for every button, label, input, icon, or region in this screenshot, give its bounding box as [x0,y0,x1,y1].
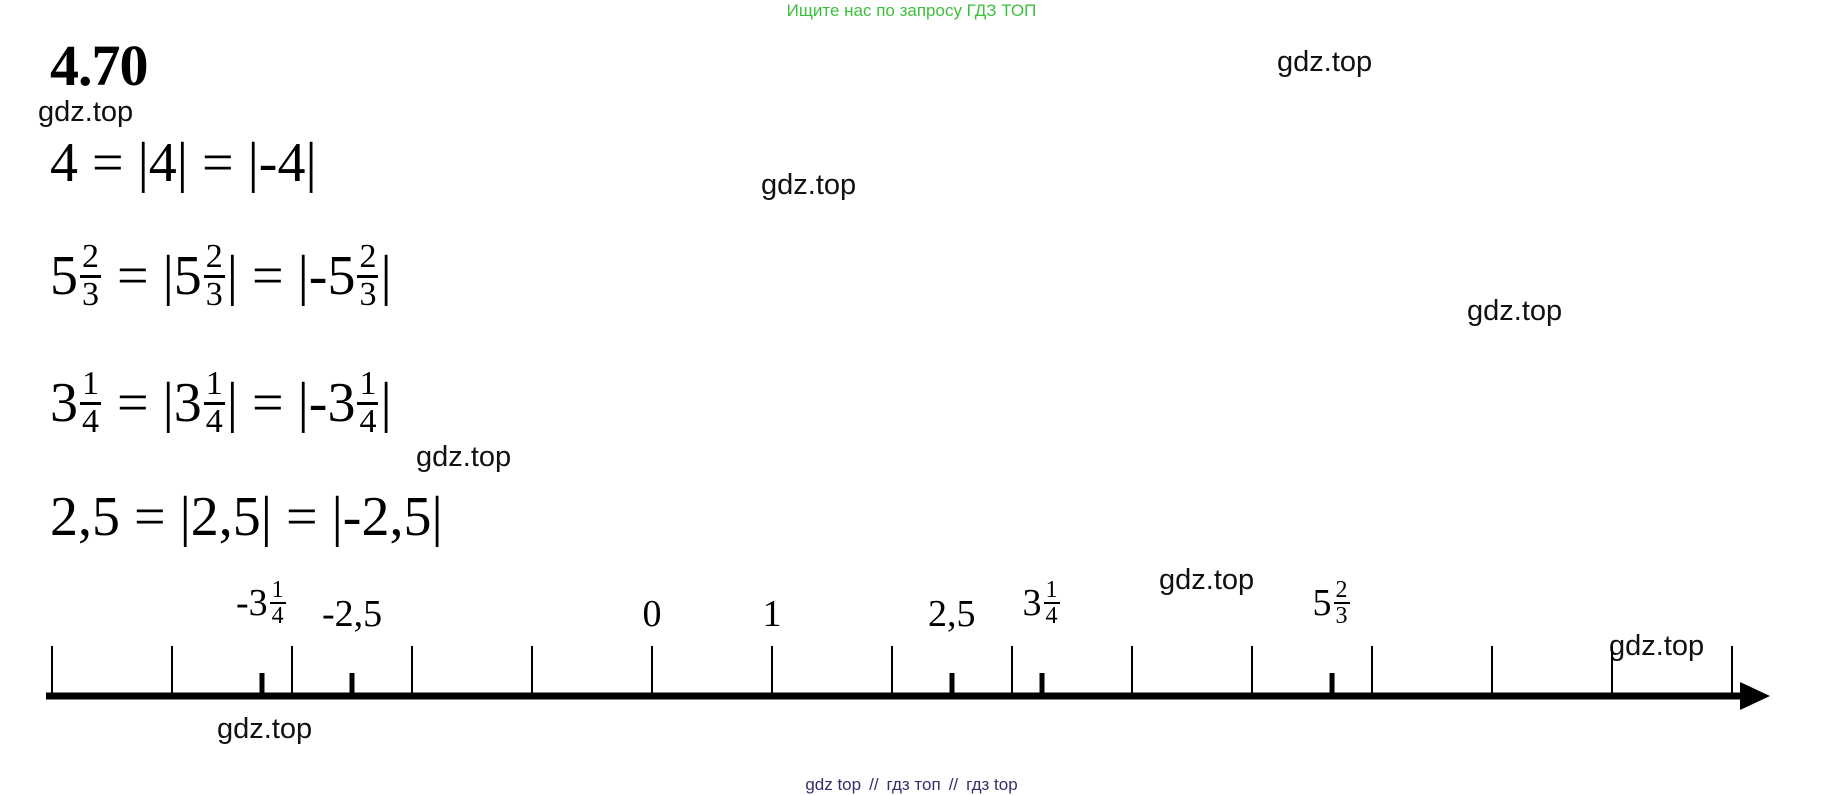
fraction-denominator: 4 [271,603,284,630]
point-label-text: -2,5 [322,593,383,635]
equation-text: 5 [50,245,78,307]
watermark: gdz.top [1277,46,1373,78]
point-label-text: 3 [1022,582,1042,625]
footer-links: gdz top // гдз топ // гдз top [0,775,1823,795]
point-label: 0 [643,592,662,636]
watermark: gdz.top [416,441,512,473]
fraction-numerator: 2 [1333,577,1350,605]
watermark: gdz.top [1467,295,1563,327]
fraction-numerator: 1 [1043,577,1060,605]
watermark: gdz.top [217,713,313,745]
point-label-text: 1 [762,593,782,635]
fraction-denominator: 4 [82,402,99,440]
watermark: gdz.top [38,96,134,128]
footer-link[interactable]: gdz top [805,775,862,794]
equation-row: 2,5 = |2,5| = |-2,5| [50,489,443,545]
equation-text: | [380,245,392,307]
fraction-numerator: 2 [203,239,225,278]
footer-separator: // [948,775,959,794]
top-banner: Ищите нас по запросу ГДЗ ТОП [786,1,1037,20]
fraction-denominator: 4 [205,402,223,440]
fraction-numerator: 1 [203,366,225,405]
point-label-text: 5 [1312,582,1332,625]
watermark: gdz.top [1609,630,1705,662]
fraction-numerator: 1 [357,366,379,405]
footer-link[interactable]: гдз топ [886,775,941,794]
equation-text: 4 = |4| = |-4| [50,132,317,194]
fraction-numerator: 1 [269,577,286,605]
point-label-text: 0 [642,593,662,635]
number-line-arrow [1740,682,1770,710]
fraction-numerator: 1 [80,366,101,405]
fraction-numerator: 2 [80,239,101,278]
task-number: 4.70 [50,33,148,98]
footer-separator: // [869,775,879,794]
equation-text: 3 [50,372,78,434]
point-label-text: 2,5 [928,593,976,635]
watermark: gdz.top [1159,564,1255,596]
fraction-denominator: 3 [82,275,99,313]
fraction-denominator: 3 [1335,603,1348,630]
footer-link[interactable]: гдз top [966,775,1018,794]
fraction-denominator: 4 [359,402,377,440]
point-label-text: -3 [236,582,268,625]
fraction-denominator: 3 [359,275,377,313]
watermark: gdz.top [761,169,857,201]
point-label: -3 1 4 [236,578,288,629]
equation-text: 2,5 = |2,5| = |-2,5| [50,486,443,548]
point-label: 1 [763,592,782,636]
equation-text: | = |-3 [226,372,356,434]
fraction-denominator: 4 [1045,603,1058,630]
equation-text: = |3 [103,372,202,434]
equation-text: = |5 [103,245,202,307]
equation-row: 4 = |4| = |-4| [50,135,317,191]
fraction-numerator: 2 [357,239,379,278]
equation-text: | = |-5 [226,245,356,307]
point-label: 2,5 [928,592,976,636]
fraction-denominator: 3 [205,275,223,313]
point-label: -2,5 [322,592,382,636]
equation-text: | [380,372,392,434]
